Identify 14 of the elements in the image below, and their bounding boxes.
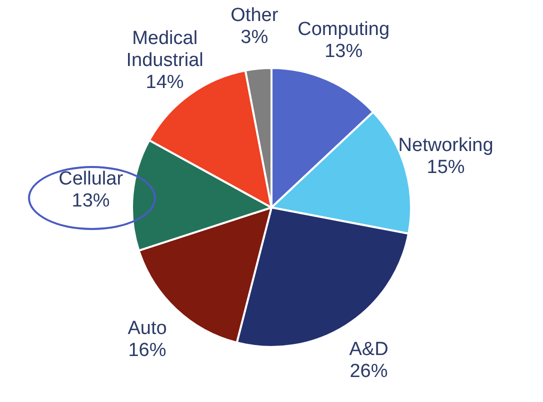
data-label: 13% bbox=[72, 190, 110, 212]
data-label: 3% bbox=[240, 27, 268, 48]
slice-label: Networking bbox=[398, 135, 494, 156]
data-label: 13% bbox=[324, 41, 363, 62]
slice-label: A&D bbox=[349, 338, 388, 360]
slice-label: Auto bbox=[128, 318, 167, 340]
slice-label: Computing bbox=[298, 19, 390, 40]
slice-label: Other bbox=[230, 5, 279, 26]
data-label: 15% bbox=[426, 157, 465, 178]
slice-label: Cellular bbox=[58, 168, 124, 190]
data-label: 16% bbox=[128, 340, 166, 362]
data-label: 14% bbox=[146, 72, 184, 93]
slice-label: Medical Industrial bbox=[126, 28, 204, 71]
data-label: 26% bbox=[350, 360, 388, 382]
